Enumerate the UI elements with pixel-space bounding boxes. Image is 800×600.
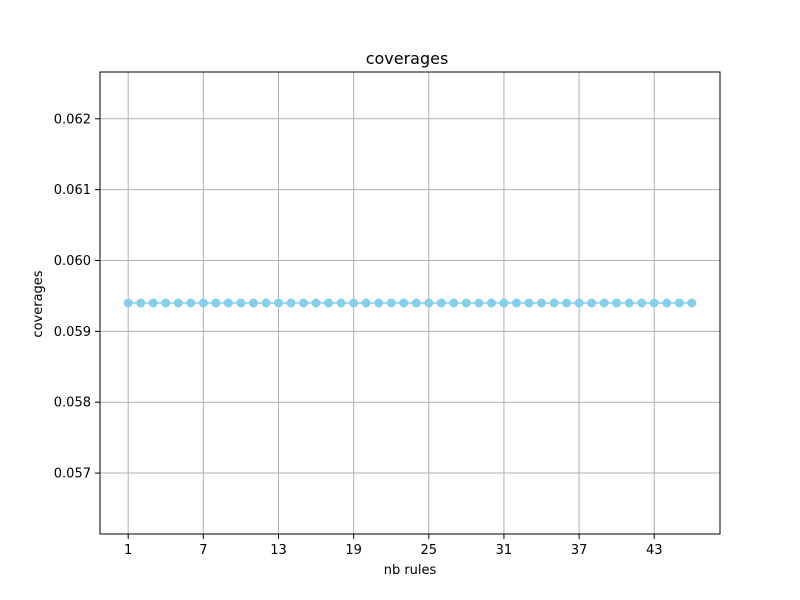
- data-point: [524, 298, 534, 308]
- y-tick-label: 0.058: [54, 396, 91, 411]
- data-point: [198, 298, 208, 308]
- y-tick-label: 0.057: [54, 467, 91, 482]
- data-point: [562, 298, 572, 308]
- data-point: [662, 298, 672, 308]
- x-axis: 1 7 13 19 25 31 37 43: [124, 534, 663, 558]
- y-tick-label: 0.060: [54, 254, 91, 269]
- data-point: [574, 298, 584, 308]
- data-point: [612, 298, 622, 308]
- data-point: [399, 298, 409, 308]
- x-tick-label: 25: [421, 543, 438, 558]
- data-point: [311, 298, 321, 308]
- data-point: [361, 298, 371, 308]
- data-point: [136, 298, 146, 308]
- data-point: [649, 298, 659, 308]
- data-point: [299, 298, 309, 308]
- data-point: [474, 298, 484, 308]
- data-point: [148, 298, 158, 308]
- data-point: [499, 298, 509, 308]
- data-point: [286, 298, 296, 308]
- data-point: [411, 298, 421, 308]
- x-tick-label: 19: [345, 543, 362, 558]
- x-axis-label: nb rules: [384, 563, 437, 578]
- chart-title: coverages: [366, 49, 449, 68]
- x-tick-label: 43: [646, 543, 663, 558]
- data-point: [486, 298, 496, 308]
- data-point: [461, 298, 471, 308]
- data-point: [349, 298, 359, 308]
- data-point: [537, 298, 547, 308]
- data-point: [336, 298, 346, 308]
- data-point: [273, 298, 283, 308]
- data-point: [186, 298, 196, 308]
- y-tick-label: 0.062: [54, 112, 91, 127]
- data-point: [624, 298, 634, 308]
- data-point: [674, 298, 684, 308]
- series-layer: [123, 298, 697, 308]
- data-point: [211, 298, 221, 308]
- data-point: [599, 298, 609, 308]
- x-tick-label: 31: [496, 543, 513, 558]
- data-point: [449, 298, 459, 308]
- data-point: [687, 298, 697, 308]
- data-point: [549, 298, 559, 308]
- data-point: [123, 298, 133, 308]
- data-point: [386, 298, 396, 308]
- data-point: [173, 298, 183, 308]
- data-point: [374, 298, 384, 308]
- x-tick-label: 13: [270, 543, 287, 558]
- data-point: [637, 298, 647, 308]
- data-point: [424, 298, 434, 308]
- data-point: [161, 298, 171, 308]
- data-point: [248, 298, 258, 308]
- data-point: [436, 298, 446, 308]
- y-tick-label: 0.059: [54, 325, 91, 340]
- data-point: [223, 298, 233, 308]
- x-tick-label: 37: [571, 543, 588, 558]
- data-point: [511, 298, 521, 308]
- data-point: [324, 298, 334, 308]
- data-point: [587, 298, 597, 308]
- x-tick-label: 1: [124, 543, 132, 558]
- x-tick-label: 7: [199, 543, 207, 558]
- y-tick-label: 0.061: [54, 183, 91, 198]
- y-axis-label: coverages: [31, 270, 46, 337]
- data-point: [236, 298, 246, 308]
- y-axis: 0.057 0.058 0.059 0.060 0.061 0.062: [54, 112, 100, 482]
- data-point: [261, 298, 271, 308]
- plot-frame: [99, 71, 721, 535]
